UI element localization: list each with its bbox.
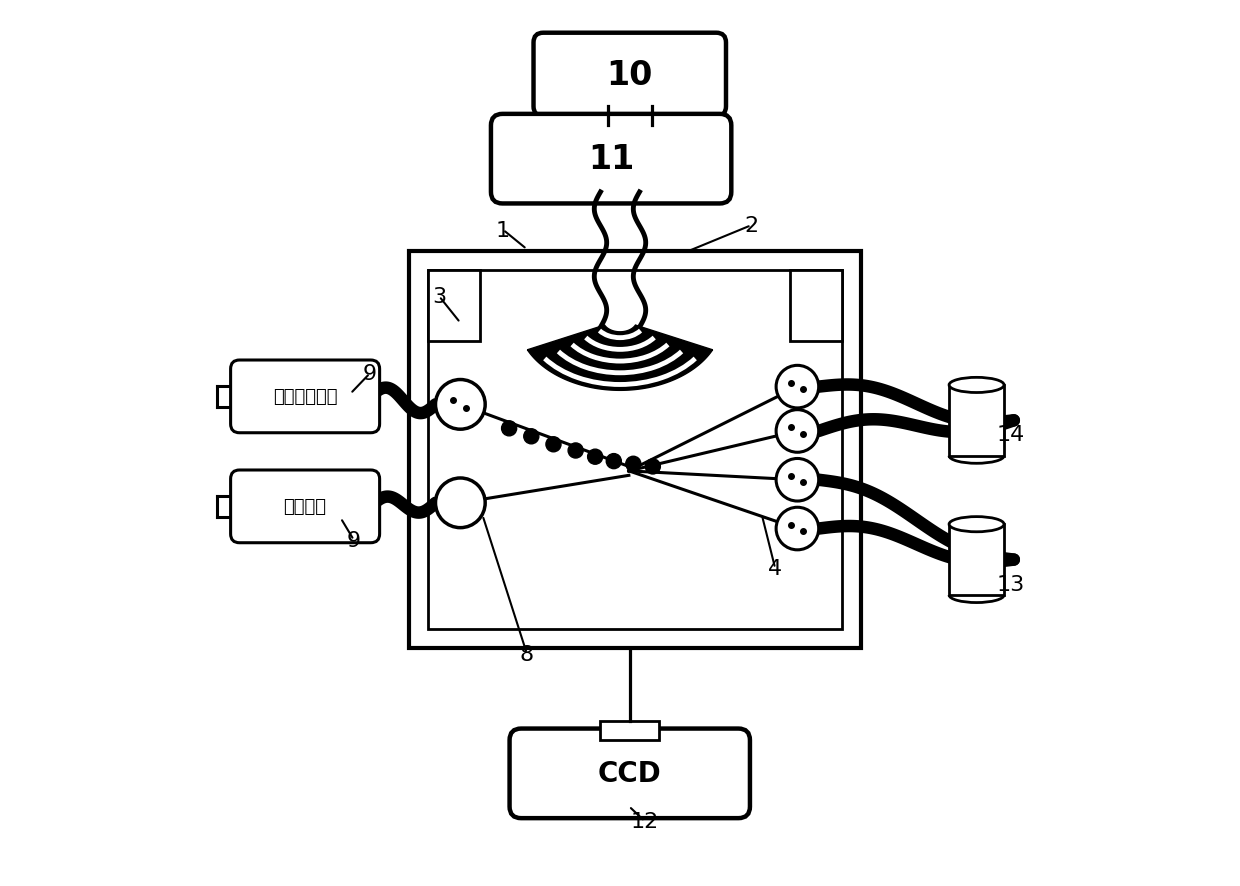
- Text: 10: 10: [606, 58, 653, 92]
- Circle shape: [645, 460, 661, 475]
- Text: 纯润滑油: 纯润滑油: [284, 498, 326, 516]
- Text: 13: 13: [996, 575, 1024, 595]
- Bar: [600, 721, 658, 741]
- Text: 4: 4: [768, 559, 782, 579]
- Bar: [428, 271, 480, 342]
- Polygon shape: [527, 326, 713, 391]
- Bar: [428, 271, 842, 629]
- Text: CCD: CCD: [598, 759, 662, 788]
- Circle shape: [523, 430, 539, 445]
- Bar: [949, 385, 1004, 456]
- Circle shape: [606, 454, 621, 470]
- Text: 1: 1: [496, 221, 510, 240]
- Circle shape: [546, 438, 560, 452]
- Circle shape: [776, 508, 818, 550]
- Bar: [409, 252, 862, 649]
- Text: 8: 8: [520, 644, 534, 664]
- Ellipse shape: [949, 378, 1004, 393]
- Text: 待分离润滑油: 待分离润滑油: [273, 388, 337, 406]
- Text: 12: 12: [631, 812, 658, 831]
- Bar: [790, 271, 842, 342]
- Text: 3: 3: [432, 287, 446, 307]
- FancyBboxPatch shape: [231, 470, 379, 543]
- Circle shape: [626, 457, 641, 471]
- Text: 11: 11: [588, 143, 634, 176]
- Circle shape: [435, 380, 485, 430]
- Circle shape: [776, 410, 818, 453]
- Text: 9: 9: [363, 364, 377, 384]
- Circle shape: [435, 478, 485, 528]
- FancyBboxPatch shape: [231, 361, 379, 433]
- Text: 9: 9: [347, 531, 361, 550]
- Text: 2: 2: [744, 216, 759, 236]
- Circle shape: [502, 422, 517, 437]
- Circle shape: [568, 443, 583, 459]
- Circle shape: [588, 450, 603, 464]
- Circle shape: [776, 459, 818, 501]
- FancyBboxPatch shape: [510, 728, 750, 819]
- FancyBboxPatch shape: [491, 115, 732, 205]
- Text: 14: 14: [996, 424, 1024, 444]
- Circle shape: [776, 366, 818, 408]
- FancyBboxPatch shape: [533, 34, 725, 117]
- Ellipse shape: [949, 517, 1004, 532]
- Bar: [949, 525, 1004, 595]
